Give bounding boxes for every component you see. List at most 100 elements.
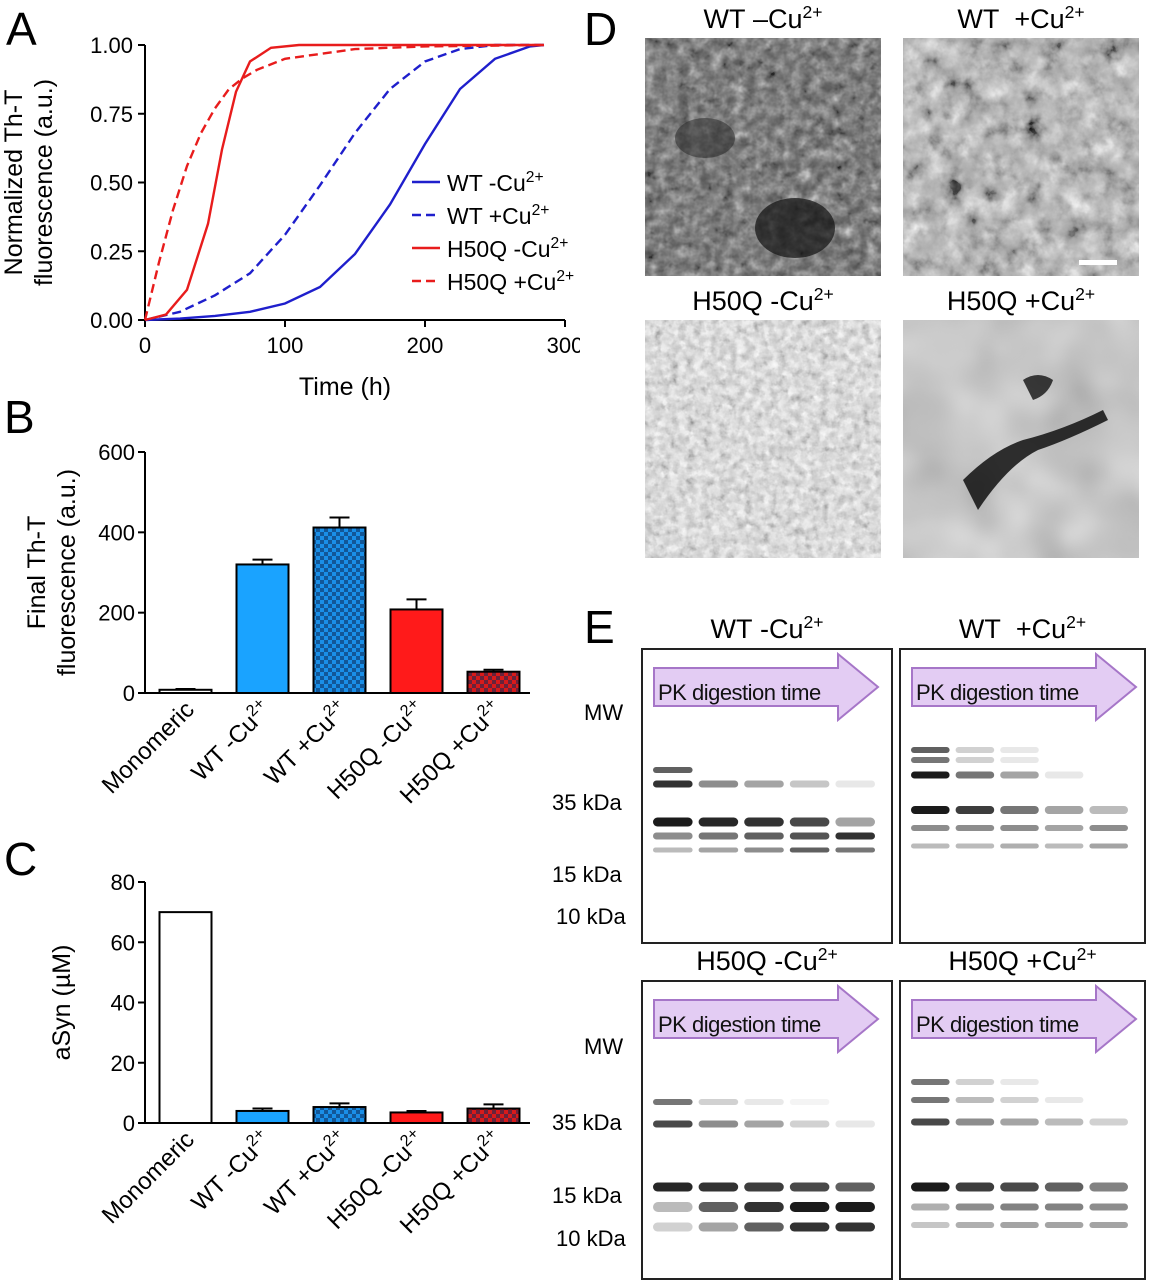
- c-bar-1: [235, 1109, 290, 1125]
- gel-band: [911, 747, 950, 753]
- c-bar-0: [158, 911, 213, 1124]
- c-bar-2: [312, 1106, 367, 1125]
- gel-band: [911, 771, 950, 779]
- c-bar-4: [466, 1107, 521, 1125]
- c-y-axis-title: aSyn (µM): [48, 945, 76, 1061]
- mw-label-bottom: MW: [584, 1034, 624, 1059]
- gel-band: [955, 825, 995, 831]
- b-bar-0: [158, 688, 213, 694]
- marker-15-top: 15 kDa: [552, 862, 622, 887]
- a-ytick-label: 0.75: [90, 102, 133, 127]
- gel-band: [835, 847, 875, 853]
- gel-band: [744, 1099, 784, 1105]
- gel-band: [1000, 825, 1039, 831]
- gel-band: [744, 1182, 784, 1192]
- gel-band: [744, 847, 784, 853]
- a-legend-label: H50Q -Cu2+: [447, 235, 568, 262]
- pk-arrow-3: [653, 984, 880, 1054]
- gel-band: [698, 847, 739, 853]
- gel-band: [835, 832, 875, 840]
- gel-band: [911, 1222, 950, 1228]
- a-x-axis-title: Time (h): [299, 373, 391, 401]
- gel-band: [744, 1202, 784, 1212]
- gel-band: [955, 843, 995, 849]
- gel-band: [955, 1097, 995, 1103]
- c-ytick-label: 60: [111, 930, 135, 955]
- a-series-line-0: [144, 43, 545, 322]
- b-ytick-label: 200: [98, 601, 135, 626]
- gel-band: [698, 832, 739, 840]
- gel-band: [789, 847, 830, 853]
- mw-label-top: MW: [584, 700, 624, 725]
- gel-band: [653, 1120, 693, 1128]
- panel-letter-c: C: [4, 833, 38, 885]
- em-image-h50q-minus: [645, 320, 881, 558]
- gel-band: [653, 1099, 693, 1105]
- gel-band: [1000, 747, 1039, 753]
- a-legend-label: WT -Cu2+: [447, 169, 544, 196]
- pk-arrow-1: [653, 652, 880, 722]
- gel-band: [1089, 1222, 1128, 1228]
- em-title-h50q-plus: H50Q +Cu2+: [946, 284, 1096, 316]
- gel-band: [789, 1202, 830, 1212]
- marker-35-bottom: 35 kDa: [552, 1110, 622, 1135]
- gel-band: [698, 1182, 739, 1192]
- gel-band: [1044, 1182, 1084, 1192]
- gel-band: [911, 1182, 950, 1192]
- pk-arrow-text-2: PK digestion time: [916, 680, 1079, 705]
- marker-15-bottom: 15 kDa: [552, 1183, 622, 1208]
- a-legend-label: H50Q +Cu2+: [447, 268, 574, 295]
- gel-band: [1000, 771, 1039, 779]
- pk-arrow-text-3: PK digestion time: [658, 1012, 821, 1037]
- gel-band: [698, 780, 739, 788]
- gel-band: [955, 806, 995, 814]
- gel-band: [698, 1099, 739, 1105]
- gel-band: [1000, 843, 1039, 849]
- gel-band: [955, 771, 995, 779]
- b-bar-2: [312, 526, 367, 694]
- pk-arrow-text-1: PK digestion time: [658, 680, 821, 705]
- em-image-wt-minus: [645, 38, 881, 276]
- gel-band: [789, 1182, 830, 1192]
- gel-band: [744, 1120, 784, 1128]
- gel-band: [835, 1222, 875, 1232]
- panel-letter-e: E: [584, 601, 615, 653]
- gel-band: [653, 1222, 693, 1232]
- gel-band: [789, 817, 830, 827]
- b-ytick-label: 400: [98, 520, 135, 545]
- gel-band: [1044, 1118, 1084, 1126]
- gel-band: [1000, 1222, 1039, 1228]
- b-y-axis-title: Final Th-T: [23, 516, 51, 629]
- gel-band: [653, 832, 693, 840]
- b-bar-1: [235, 563, 290, 694]
- gel-band: [1000, 1097, 1039, 1103]
- a-y-axis-title: fluorescence (a.u.): [30, 79, 58, 286]
- gel-band: [1000, 1203, 1039, 1211]
- a-y-axis-title: Normalized Th-T: [0, 90, 28, 276]
- gel-title-wt-plus: WT +Cu2+: [958, 612, 1087, 644]
- a-ytick-label: 0.00: [90, 308, 133, 333]
- gel-band: [1044, 825, 1084, 831]
- gel-band: [789, 1120, 830, 1128]
- b-ytick-label: 0: [123, 681, 135, 706]
- gel-band: [955, 1203, 995, 1211]
- a-xtick-label: 300: [547, 333, 580, 358]
- pk-arrow-2: [911, 652, 1138, 722]
- c-category-label: Monomeric: [97, 1126, 200, 1229]
- c-ytick-label: 20: [111, 1051, 135, 1076]
- gel-band: [698, 1120, 739, 1128]
- marker-10-bottom: 10 kDa: [556, 1226, 626, 1251]
- panel-letter-a: A: [6, 3, 37, 55]
- gel-band: [1044, 806, 1084, 814]
- gel-band: [1000, 806, 1039, 814]
- pk-arrow-text-4: PK digestion time: [916, 1012, 1079, 1037]
- c-ytick-label: 40: [111, 991, 135, 1016]
- gel-band: [698, 817, 739, 827]
- gel-band: [789, 780, 830, 788]
- gel-band: [698, 1222, 739, 1232]
- a-ytick-label: 1.00: [90, 33, 133, 58]
- scale-bar: [1079, 260, 1117, 265]
- b-category-label: Monomeric: [97, 696, 200, 799]
